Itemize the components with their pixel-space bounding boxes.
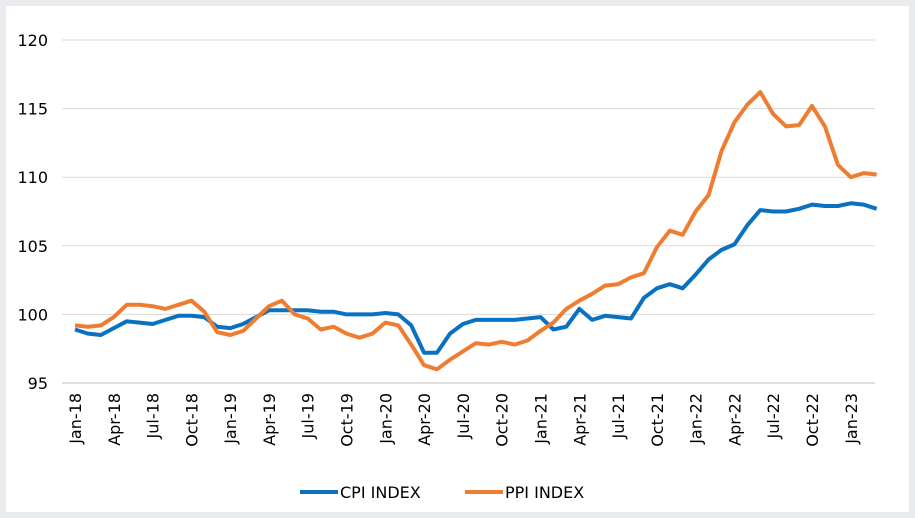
x-tick-label: Oct-22 [803,393,822,447]
y-tick-label: 110 [17,168,48,187]
x-tick-label: Jan-23 [842,393,861,445]
x-tick-label: Apr-21 [570,393,589,446]
x-tick-label: Jan-19 [221,393,240,445]
x-tick-label: Oct-21 [648,393,667,447]
x-tick-label: Jul-21 [609,393,628,439]
y-tick-label: 120 [17,31,48,50]
series-line [74,90,877,372]
x-tick-label: Apr-20 [415,393,434,446]
x-tick-label: Jul-20 [454,393,473,439]
x-tick-label: Oct-20 [493,393,512,447]
x-tick-label: Jul-18 [144,393,163,439]
chart-background [6,6,909,512]
y-tick-label: 95 [28,374,48,393]
x-tick-label: Oct-19 [338,393,357,447]
y-tick-label: 100 [17,305,48,324]
legend-label: PPI INDEX [505,483,584,502]
y-tick-label: 115 [17,100,48,119]
x-tick-label: Jan-18 [66,393,85,445]
y-tick-label: 105 [17,237,48,256]
x-tick-label: Jul-22 [764,393,783,439]
x-tick-label: Oct-18 [182,393,201,447]
x-tick-label: Jan-21 [531,393,550,445]
x-tick-label: Apr-19 [260,393,279,446]
x-tick-label: Apr-22 [725,393,744,446]
x-tick-label: Jul-19 [299,393,318,439]
legend-label: CPI INDEX [340,483,421,502]
x-tick-label: Apr-18 [105,393,124,446]
x-tick-label: Jan-20 [376,393,395,445]
x-tick-label: Jan-22 [687,393,706,445]
